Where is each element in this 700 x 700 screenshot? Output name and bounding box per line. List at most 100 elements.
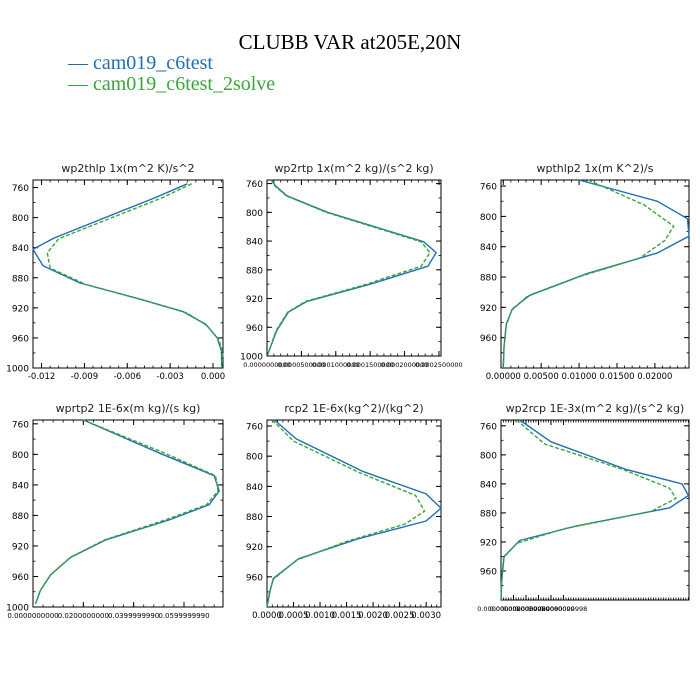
x-tick-label: 0.0000039999: [502, 605, 550, 613]
y-tick-label: 760: [480, 422, 497, 432]
y-tick-label: 960: [12, 334, 29, 344]
panel-1-frame: [32, 179, 224, 369]
y-tick-label: 920: [480, 304, 497, 314]
y-tick-label: 840: [12, 481, 29, 491]
x-tick-label: -0.003: [156, 372, 183, 382]
x-tick-label: 0.0000099998: [540, 605, 588, 613]
series-line-1: [34, 419, 220, 605]
panel-1-title: wp2thlp 1x(m^2 K)/s^2: [61, 162, 194, 175]
panel-4-frame: [32, 419, 224, 608]
y-tick-label: 760: [12, 420, 29, 430]
panel-3-frame: [500, 179, 690, 369]
x-tick-label: 0.0200000000: [58, 612, 109, 620]
panel-2-title: wp2rtp 1x(m^2 kg)/(s^2 kg): [274, 162, 433, 175]
y-tick-label: 880: [246, 513, 263, 523]
y-tick-label: 840: [12, 244, 29, 254]
x-tick-label: 0.0010: [305, 611, 335, 621]
y-tick-label: 760: [12, 184, 29, 194]
series-line-1: [266, 419, 442, 608]
series-line-1: [267, 179, 437, 355]
y-tick-label: 800: [12, 451, 29, 461]
y-tick-label: 880: [246, 266, 263, 276]
y-tick-label: 960: [480, 567, 497, 577]
figure-title: CLUBB VAR at205E,20N: [238, 30, 462, 54]
y-tick-label: 840: [480, 480, 497, 490]
legend-label-series1: cam019_c6test: [93, 52, 213, 74]
y-tick-label: 800: [246, 209, 263, 219]
x-tick-label: 0.0000060000: [515, 605, 563, 613]
x-tick-label: -0.006: [114, 372, 141, 382]
y-tick-label: 1000: [6, 604, 29, 614]
panel-6: wp2rcp 1E-3x(m^2 kg)/(s^2 kg) 760 800 840 88…: [477, 402, 690, 613]
y-tick-label: 880: [480, 274, 497, 284]
y-tick-label: 800: [12, 214, 29, 224]
y-tick-label: 920: [246, 295, 263, 305]
x-tick-label: 0.0000000000: [243, 361, 291, 369]
x-tick-label: 0.0020: [358, 611, 388, 621]
legend-entry-series2: — cam019_c6test_2solve: [68, 73, 276, 95]
y-tick-label: 1000: [240, 353, 263, 363]
legend-label-series2: cam019_c6test_2solve: [93, 73, 276, 95]
x-tick-label: 0.00000: [486, 372, 521, 382]
y-tick-label: 800: [246, 453, 263, 463]
series-line-1: [502, 179, 690, 369]
panel-2: wp2rtp 1x(m^2 kg)/(s^2 kg) 760 800 840 880 92…: [240, 162, 463, 369]
x-tick-label: 0.0001500000: [346, 361, 394, 369]
x-tick-label: 0.0000080000: [527, 605, 575, 613]
y-tick-label: 880: [12, 274, 29, 284]
series-line-2: [267, 179, 431, 355]
series-line-2: [500, 419, 677, 601]
y-tick-label: 960: [246, 324, 263, 334]
panel-5: rcp2 1E-6x(kg^2)/(kg^2) 760 800 840 880 920 96…: [246, 402, 442, 621]
series-line-2: [46, 183, 224, 369]
x-tick-label: 0.0002500000: [415, 361, 463, 369]
x-tick-label: 0.0025: [385, 611, 415, 621]
x-tick-label: 0.0000: [252, 611, 282, 621]
y-tick-label: 960: [246, 573, 263, 583]
series-line-2: [34, 419, 219, 605]
y-tick-label: 880: [12, 512, 29, 522]
y-tick-label: 800: [480, 213, 497, 223]
y-tick-label: 960: [480, 334, 497, 344]
y-tick-label: 960: [12, 573, 29, 583]
y-tick-label: 920: [12, 542, 29, 552]
panel-1: wp2thlp 1x(m^2 K)/s^2 760 800 840 880 920 960 1…: [6, 162, 225, 382]
x-tick-label: 0.0000000000: [477, 605, 525, 613]
panel-3-title: wpthlp2 1x(m K^2)/s: [537, 162, 654, 175]
panel-4: wprtp2 1E-6x(m kg)/(s kg) 760 800 840 880 920…: [6, 402, 224, 620]
x-tick-label: 0.0000020000: [490, 605, 538, 613]
x-tick-label: -0.009: [71, 372, 98, 382]
x-tick-label: 0.0005: [279, 611, 309, 621]
x-tick-label: 0.02000: [637, 372, 672, 382]
panel-5-title: rcp2 1E-6x(kg^2)/(kg^2): [284, 402, 423, 415]
x-tick-label: 0.0599999990: [158, 612, 209, 620]
y-tick-label: 920: [246, 543, 263, 553]
y-tick-label: 760: [246, 423, 263, 433]
y-tick-label: 800: [480, 451, 497, 461]
y-tick-label: 760: [246, 180, 263, 190]
series-line-1: [500, 419, 690, 601]
x-tick-label: 0.01000: [562, 372, 597, 382]
y-tick-label: 760: [480, 183, 497, 193]
panel-6-frame: [500, 419, 690, 601]
panel-5-frame: [266, 419, 442, 608]
x-tick-label: 0.00500: [524, 372, 559, 382]
series-line-1: [32, 183, 223, 368]
panel-6-title: wp2rcp 1E-3x(m^2 kg)/(s^2 kg): [506, 402, 685, 415]
y-tick-label: 1000: [6, 365, 29, 375]
x-tick-label: 0.0000000000: [7, 612, 58, 620]
panel-2-frame: [266, 179, 442, 357]
x-tick-label: 0.01500: [599, 372, 634, 382]
x-tick-label: -0.012: [28, 372, 55, 382]
y-tick-label: 920: [12, 304, 29, 314]
x-tick-label: 0.0399999990: [108, 612, 159, 620]
y-tick-label: 840: [480, 243, 497, 253]
series-line-2: [502, 179, 675, 369]
x-tick-label: 0.0015: [332, 611, 362, 621]
y-tick-label: 840: [246, 238, 263, 248]
y-tick-label: 920: [480, 538, 497, 548]
series-line-2: [266, 419, 426, 608]
x-tick-label: 0.0001000000: [312, 361, 360, 369]
legend-entry-series1: — cam019_c6test: [68, 52, 213, 74]
